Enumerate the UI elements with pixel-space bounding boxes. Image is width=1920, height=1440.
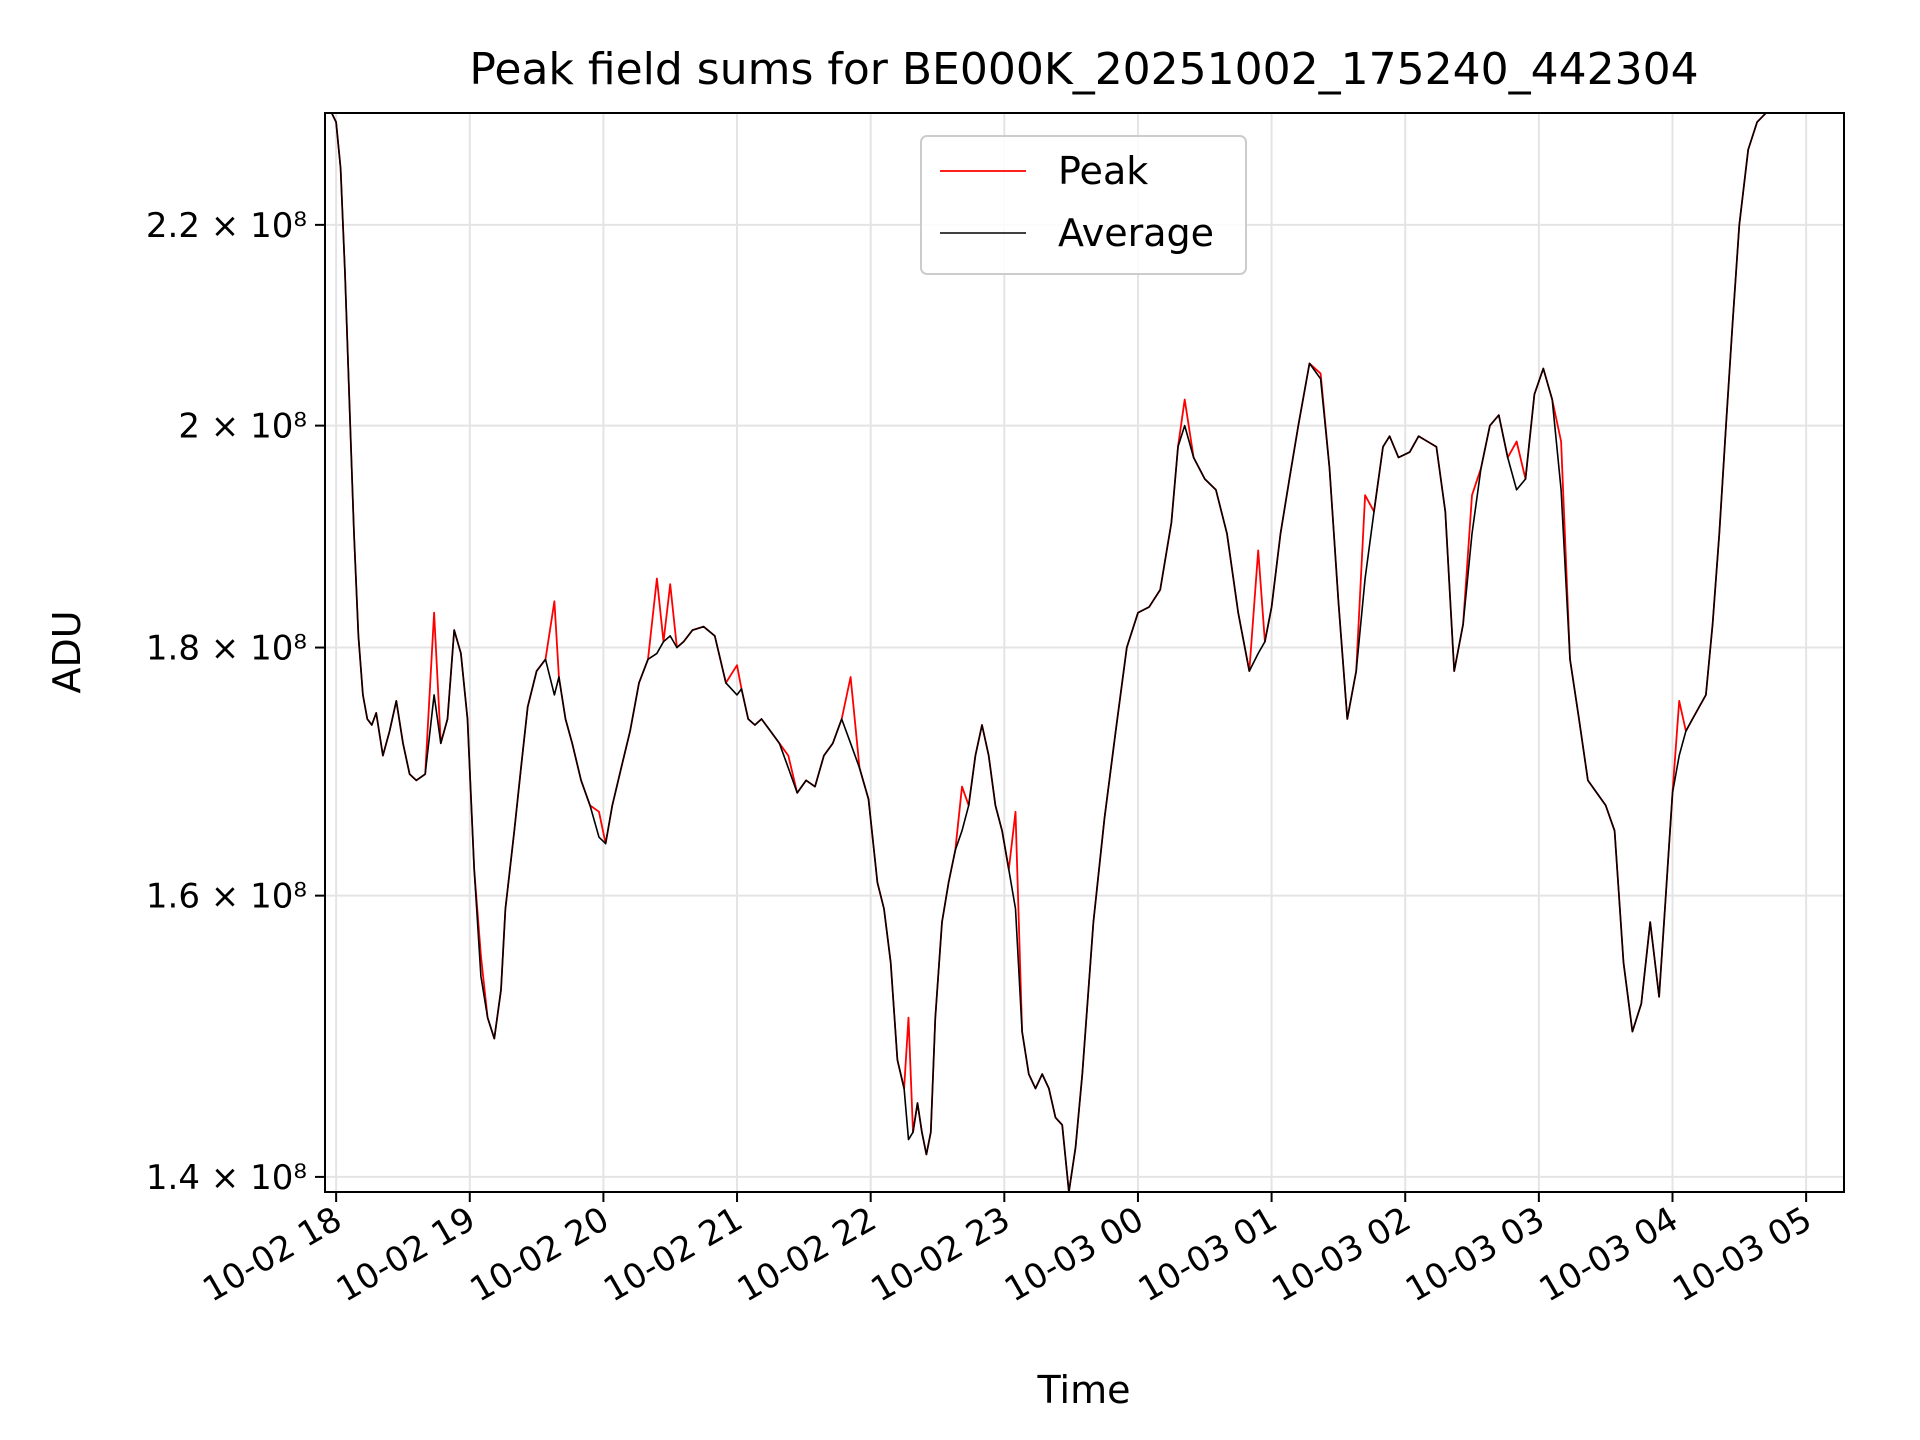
x-tick-label: 10-03 05: [1666, 1199, 1818, 1310]
y-tick-label: 2 × 10⁸: [178, 407, 307, 447]
x-tick-label: 10-03 04: [1533, 1199, 1685, 1310]
series-lines: [325, 112, 1784, 1193]
chart-title: Peak field sums for BE000K_20251002_1752…: [469, 44, 1698, 95]
legend-label-average: Average: [1058, 211, 1214, 255]
series-line-average: [325, 112, 1784, 1193]
x-tick-label: 10-02 19: [330, 1199, 482, 1310]
legend-label-peak: Peak: [1058, 149, 1148, 193]
y-tick-label: 1.6 × 10⁸: [146, 877, 307, 917]
plot-frame: [324, 112, 1845, 1193]
y-tick-label: 1.4 × 10⁸: [146, 1158, 307, 1198]
y-tick-label: 2.2 × 10⁸: [146, 206, 307, 246]
x-tick-label: 10-02 20: [464, 1199, 616, 1310]
x-tick-label: 10-03 03: [1399, 1199, 1551, 1310]
x-tick-label: 10-03 01: [1132, 1199, 1284, 1310]
x-axis-label: Time: [1037, 1368, 1131, 1412]
x-tick-label: 10-02 18: [196, 1199, 348, 1310]
x-tick-label: 10-03 00: [998, 1199, 1150, 1310]
x-tick-label: 10-03 02: [1265, 1199, 1417, 1310]
y-tick-label: 1.8 × 10⁸: [146, 629, 307, 669]
y-axis-label: ADU: [45, 610, 89, 693]
x-tick-label: 10-02 21: [597, 1199, 749, 1310]
y-axis: 1.4 × 10⁸ 1.6 × 10⁸ 1.8 × 10⁸ 2 × 10⁸ 2.2 × …: [146, 206, 325, 1198]
x-tick-label: 10-02 23: [864, 1199, 1016, 1310]
x-tick-label: 10-02 22: [731, 1199, 883, 1310]
legend: Peak Average: [920, 135, 1247, 275]
